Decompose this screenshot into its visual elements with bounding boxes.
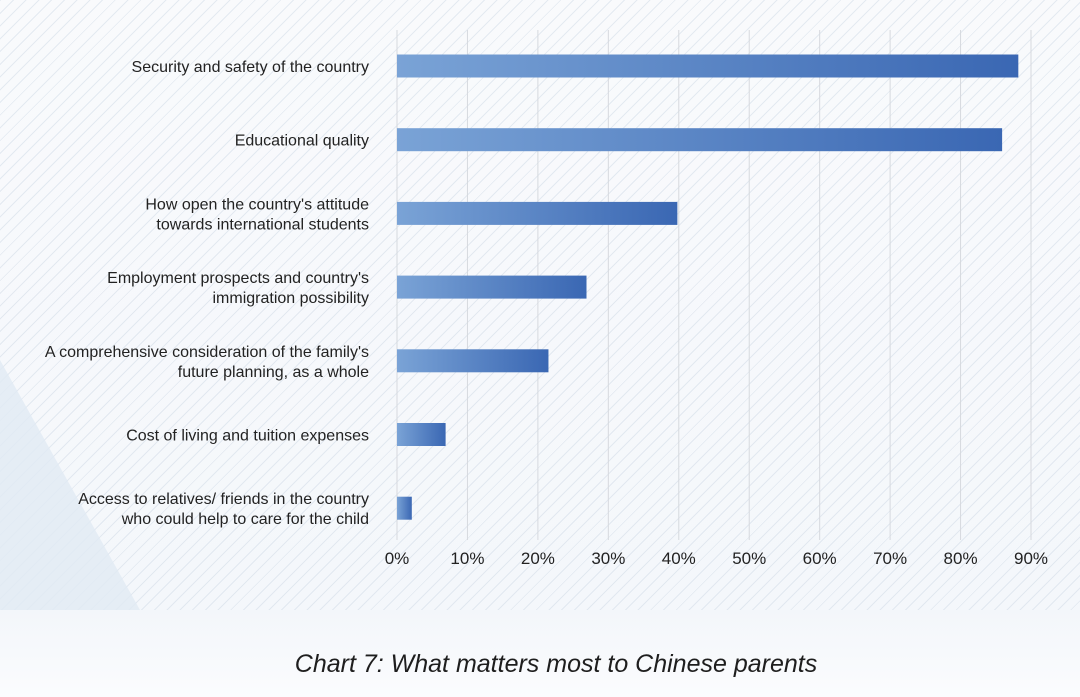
x-tick-label: 20% <box>521 549 555 568</box>
x-tick-label: 0% <box>385 549 410 568</box>
background-hatch <box>0 0 1080 610</box>
category-label: Employment prospects and country's immigr… <box>107 270 369 307</box>
bar <box>397 275 587 299</box>
x-tick-label: 50% <box>732 549 766 568</box>
x-tick-label: 60% <box>803 549 837 568</box>
bar <box>397 54 1019 78</box>
x-tick-label: 70% <box>873 549 907 568</box>
x-tick-label: 10% <box>450 549 484 568</box>
category-label: A comprehensive consideration of the fam… <box>45 344 369 381</box>
category-label: Educational quality <box>235 133 369 150</box>
bar-chart: Security and safety of the country Educat… <box>45 30 1048 568</box>
category-label: Cost of living and tuition expenses <box>126 428 369 445</box>
x-tick-label: 90% <box>1014 549 1048 568</box>
bar <box>397 349 549 373</box>
background-wedge <box>0 360 140 610</box>
bars <box>397 54 1019 520</box>
x-tick-label: 30% <box>591 549 625 568</box>
bar <box>397 423 446 446</box>
category-label: Access to relatives/ friends in the coun… <box>78 491 369 528</box>
bar <box>397 128 1003 152</box>
gridlines <box>396 30 1032 540</box>
chart-title: Chart 7: What matters most to Chinese pa… <box>294 650 818 678</box>
category-label: How open the country's attitude towards i… <box>145 196 369 233</box>
x-tick-label: 40% <box>662 549 696 568</box>
bar <box>397 201 678 225</box>
x-tick-label: 80% <box>944 549 978 568</box>
category-labels: Security and safety of the country Educat… <box>45 59 369 528</box>
x-axis-ticks: 0% 10% 20% 30% 40% 50% 60% 70% 80% 90% <box>385 549 1048 568</box>
background-footer <box>0 610 1080 697</box>
bar <box>397 496 412 520</box>
category-label: Security and safety of the country <box>132 59 369 76</box>
